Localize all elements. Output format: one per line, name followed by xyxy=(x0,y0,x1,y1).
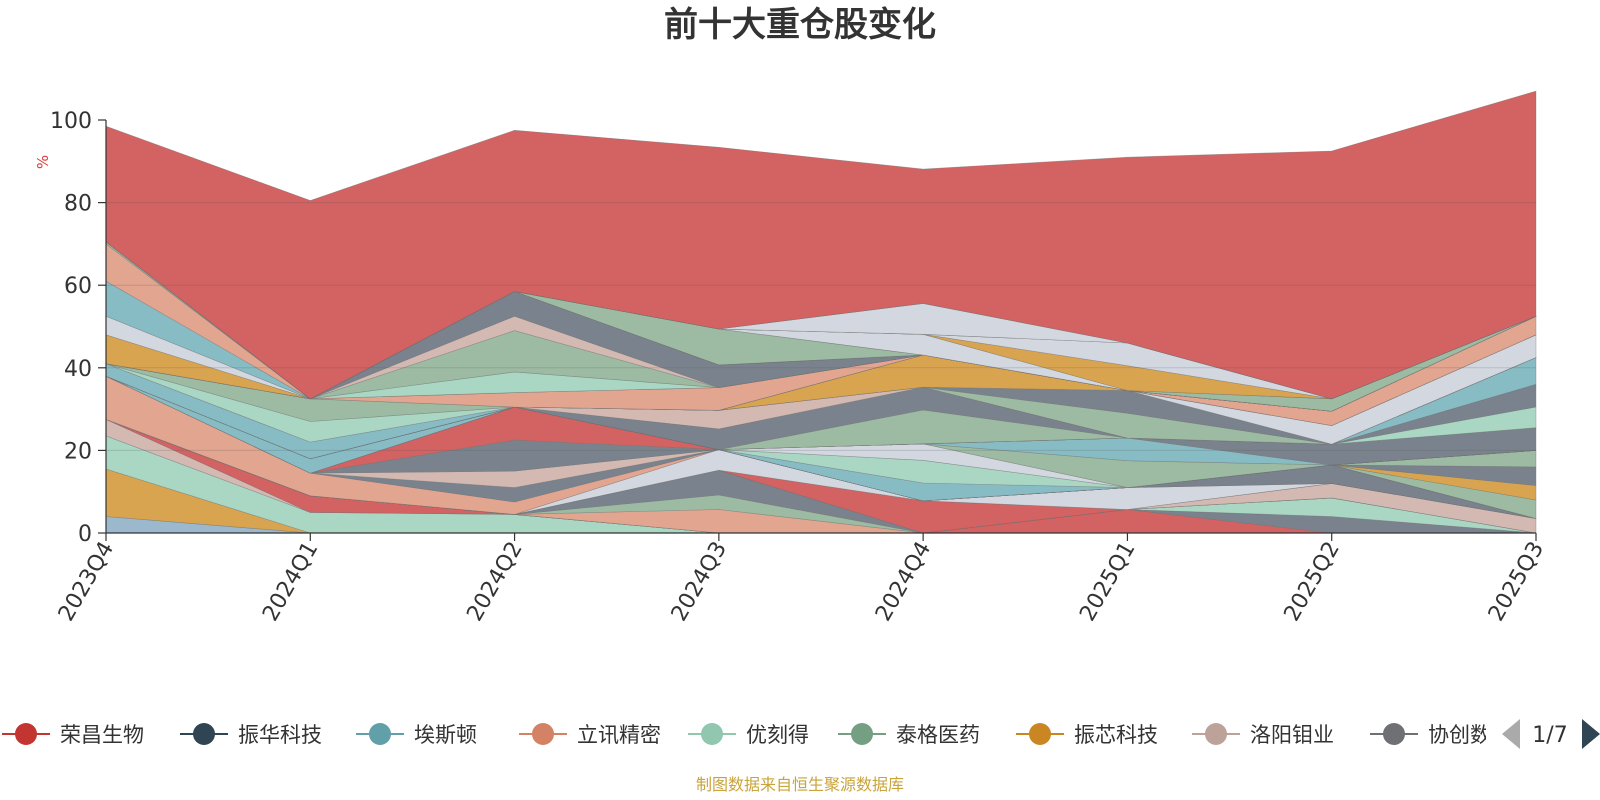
legend-marker xyxy=(1383,723,1405,745)
legend-item[interactable]: 泰格医药 xyxy=(838,723,980,747)
legend-label: 洛阳钼业 xyxy=(1250,723,1334,747)
y-tick-label: 40 xyxy=(64,357,92,382)
grid-lines xyxy=(106,202,1536,451)
source-note: 制图数据来自恒生聚源数据库 xyxy=(696,775,904,794)
legend-item[interactable]: 协创数据 xyxy=(1370,723,1512,747)
legend-label: 振华科技 xyxy=(238,723,322,747)
y-axis-label: % xyxy=(34,155,52,169)
y-tick-label: 80 xyxy=(64,192,92,217)
legend-label: 埃斯顿 xyxy=(414,723,477,747)
y-tick-label: 60 xyxy=(64,274,92,299)
legend-item[interactable]: 荣昌生物 xyxy=(2,723,144,747)
legend-page-indicator: 1/7 xyxy=(1532,723,1567,748)
x-tick-label: 2024Q4 xyxy=(871,538,936,626)
legend-label: 优刻得 xyxy=(746,723,809,747)
legend-marker xyxy=(1029,723,1051,745)
legend-item[interactable]: 优刻得 xyxy=(688,723,809,747)
legend-marker xyxy=(851,723,873,745)
legend-item[interactable]: 埃斯顿 xyxy=(356,723,477,747)
legend: 荣昌生物 振华科技 埃斯顿 立讯精密 优刻得 泰格医药 振芯科技 洛阳钼业 协创数据 xyxy=(2,723,1512,747)
x-tick-label: 2024Q2 xyxy=(462,538,527,626)
legend-label: 荣昌生物 xyxy=(60,723,144,747)
legend-item[interactable]: 振芯科技 xyxy=(1016,723,1158,747)
legend-marker xyxy=(15,723,37,745)
stacked-areas xyxy=(105,90,1537,534)
chart-title: 前十大重仓股变化 xyxy=(664,5,936,45)
legend-pager: 1/7 xyxy=(1502,719,1600,749)
legend-marker xyxy=(701,723,723,745)
x-tick-label: 2023Q4 xyxy=(54,538,119,626)
legend-marker xyxy=(369,723,391,745)
legend-item[interactable]: 振华科技 xyxy=(180,723,322,747)
legend-prev-arrow-icon[interactable] xyxy=(1502,719,1520,749)
legend-label: 泰格医药 xyxy=(896,723,980,747)
legend-marker xyxy=(193,723,215,745)
x-tick-label: 2025Q3 xyxy=(1484,538,1549,626)
y-tick-label: 0 xyxy=(78,522,92,547)
legend-marker xyxy=(532,723,554,745)
y-tick-label: 20 xyxy=(64,439,92,464)
legend-label: 立讯精密 xyxy=(577,723,661,747)
legend-next-arrow-icon[interactable] xyxy=(1582,719,1600,749)
legend-marker xyxy=(1205,723,1227,745)
x-tick-label: 2024Q3 xyxy=(667,538,732,626)
x-tick-label: 2025Q1 xyxy=(1075,538,1140,626)
x-tick-label: 2025Q2 xyxy=(1280,538,1345,626)
legend-label: 振芯科技 xyxy=(1074,723,1158,747)
legend-item[interactable]: 洛阳钼业 xyxy=(1192,723,1334,747)
legend-label: 协创数据 xyxy=(1428,723,1512,747)
y-tick-label: 100 xyxy=(50,109,92,134)
legend-item[interactable]: 立讯精密 xyxy=(519,723,661,747)
x-tick-label: 2024Q1 xyxy=(258,538,323,626)
area-series-60 xyxy=(105,90,1537,400)
